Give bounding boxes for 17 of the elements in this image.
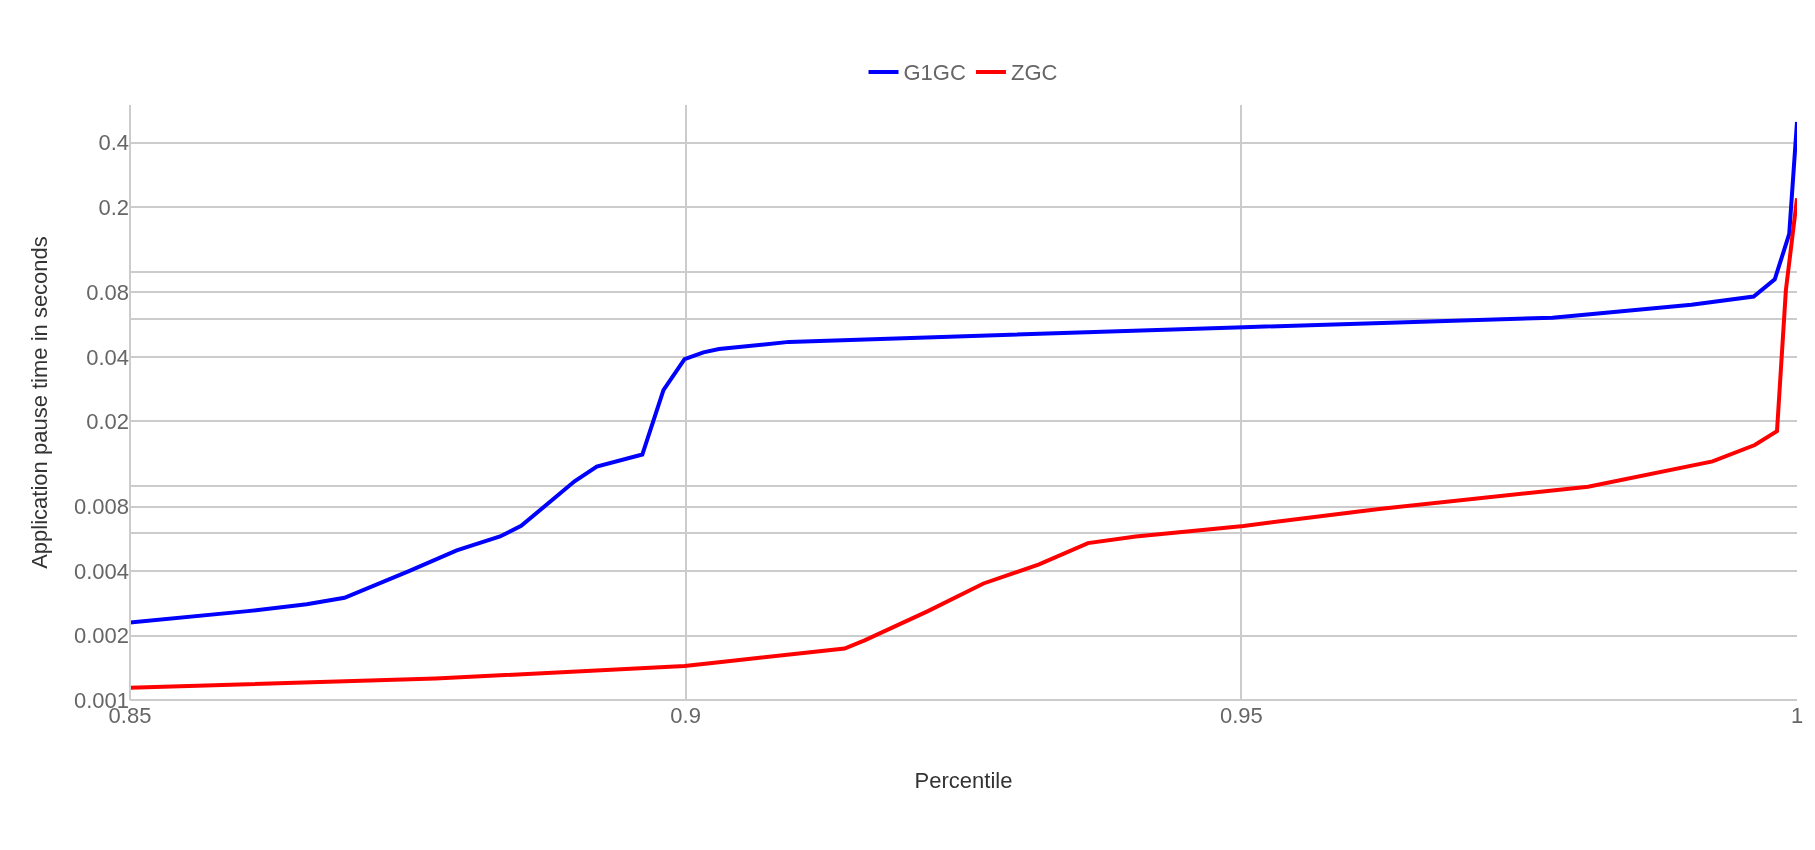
y-tick-label: 0.002 xyxy=(73,623,129,649)
y-tick-label: 0.04 xyxy=(86,344,129,370)
line-series xyxy=(130,196,1797,690)
x-tick-label: 1 xyxy=(1790,703,1804,728)
legend-label: ZGC xyxy=(1010,60,1058,86)
y-tick-label: 0.02 xyxy=(86,409,129,435)
legend-label: G1GC xyxy=(903,60,966,86)
y-tick-label: 0.2 xyxy=(98,194,129,220)
y-tick-label: 0.08 xyxy=(86,280,129,306)
x-tick-label: 0.95 xyxy=(1219,703,1263,728)
y-axis-title: Application pause time in seconds xyxy=(26,236,52,569)
y-tick-label: 0.4 xyxy=(98,130,129,156)
line-series xyxy=(130,119,1797,625)
y-tick-label: 0.008 xyxy=(73,494,129,520)
y-tick-label: 0.004 xyxy=(73,558,129,584)
x-tick-label: 0.9 xyxy=(670,703,701,728)
x-axis-title: Percentile xyxy=(914,767,1013,793)
